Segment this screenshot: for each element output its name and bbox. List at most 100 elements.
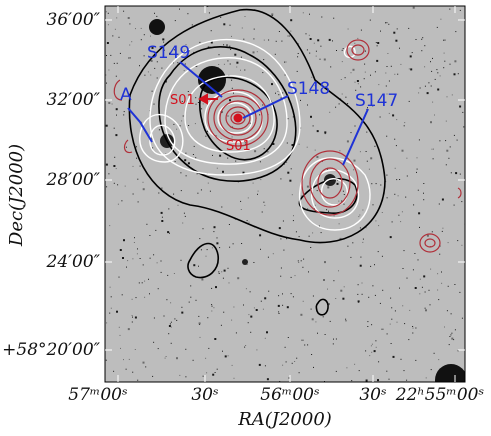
star-speck	[120, 347, 121, 349]
star-speck	[240, 56, 242, 58]
star-speck	[288, 35, 290, 37]
star-speck	[271, 13, 274, 16]
star-speck	[264, 297, 267, 300]
star-speck	[362, 209, 364, 211]
star-speck	[343, 194, 345, 195]
star-speck	[379, 302, 381, 304]
star-speck	[335, 338, 337, 340]
star-speck	[424, 45, 426, 47]
star-speck	[231, 87, 233, 89]
star-speck	[457, 350, 459, 352]
star-speck	[324, 133, 326, 135]
star-speck	[375, 340, 377, 342]
star-speck	[184, 50, 186, 52]
star-speck	[382, 289, 384, 291]
star-speck	[358, 216, 360, 218]
star-speck	[295, 231, 297, 233]
star-speck	[449, 8, 451, 10]
star-speck	[397, 73, 399, 75]
star-speck	[409, 55, 412, 58]
x-tick-label: 22ʰ55ᵐ00ˢ	[395, 385, 485, 405]
star-speck	[284, 74, 286, 76]
star-speck	[162, 56, 164, 58]
star-speck	[289, 179, 292, 182]
star-speck	[385, 85, 387, 87]
star-speck	[221, 206, 223, 208]
star-speck	[451, 94, 453, 96]
star-speck	[209, 190, 211, 192]
star-speck	[399, 179, 401, 180]
red-markers	[197, 93, 243, 123]
star-speck	[302, 12, 304, 14]
star-speck	[208, 12, 210, 14]
star-speck	[128, 57, 130, 59]
star-speck	[281, 40, 283, 42]
star-speck	[440, 18, 442, 20]
star-speck	[282, 220, 284, 222]
star-speck	[132, 165, 134, 167]
star-speck	[393, 31, 396, 34]
star-speck	[131, 298, 133, 300]
star-speck	[177, 204, 179, 206]
star-speck	[211, 304, 213, 306]
star-speck	[244, 346, 246, 348]
star-speck	[462, 111, 464, 113]
star-speck	[222, 170, 224, 173]
star-speck	[375, 346, 377, 348]
star-speck	[286, 238, 288, 240]
star-speck	[131, 321, 133, 323]
star-speck	[343, 286, 345, 288]
star-speck	[378, 225, 380, 227]
star-speck	[450, 334, 452, 336]
star-speck	[250, 331, 252, 333]
star-speck	[294, 275, 296, 277]
star-speck	[162, 38, 165, 41]
star-speck	[199, 41, 201, 43]
star-speck	[457, 73, 459, 75]
star-speck	[418, 92, 420, 94]
star-speck	[190, 296, 192, 298]
star-speck	[154, 67, 156, 69]
star-speck	[199, 238, 201, 240]
star-speck	[182, 222, 184, 224]
star-speck	[180, 190, 182, 192]
star-speck	[405, 196, 407, 198]
star-speck	[266, 331, 268, 334]
star-speck	[446, 149, 449, 152]
star-speck	[137, 178, 139, 180]
star-speck	[309, 52, 311, 54]
star-speck	[461, 317, 463, 319]
star-speck	[419, 87, 421, 89]
star-speck	[121, 200, 123, 202]
star-speck	[386, 135, 388, 137]
star-speck	[298, 372, 300, 374]
star-speck	[166, 299, 168, 301]
star-speck	[390, 343, 392, 344]
star-speck	[259, 234, 262, 237]
star-speck	[200, 249, 202, 251]
star-speck	[105, 11, 107, 13]
star-speck	[258, 363, 261, 366]
star-speck	[357, 293, 359, 295]
star-speck	[324, 334, 326, 335]
star-speck	[263, 39, 265, 41]
star-speck	[210, 30, 212, 32]
y-tick-label: 32′00″	[47, 90, 101, 110]
star-speck	[447, 242, 449, 244]
star-speck	[275, 92, 276, 94]
star-speck	[358, 370, 360, 372]
star-speck	[453, 204, 455, 206]
star-speck	[227, 355, 229, 357]
star-speck	[247, 197, 249, 199]
star-speck	[106, 82, 107, 84]
star-speck	[143, 55, 145, 57]
star-speck	[252, 51, 255, 54]
star-speck	[327, 303, 330, 306]
star-speck	[347, 245, 349, 247]
star-speck	[280, 97, 282, 99]
star-speck	[140, 39, 142, 41]
star-speck	[161, 216, 163, 218]
star-speck	[193, 264, 196, 267]
star-speck	[278, 31, 280, 32]
star-speck	[354, 363, 356, 365]
